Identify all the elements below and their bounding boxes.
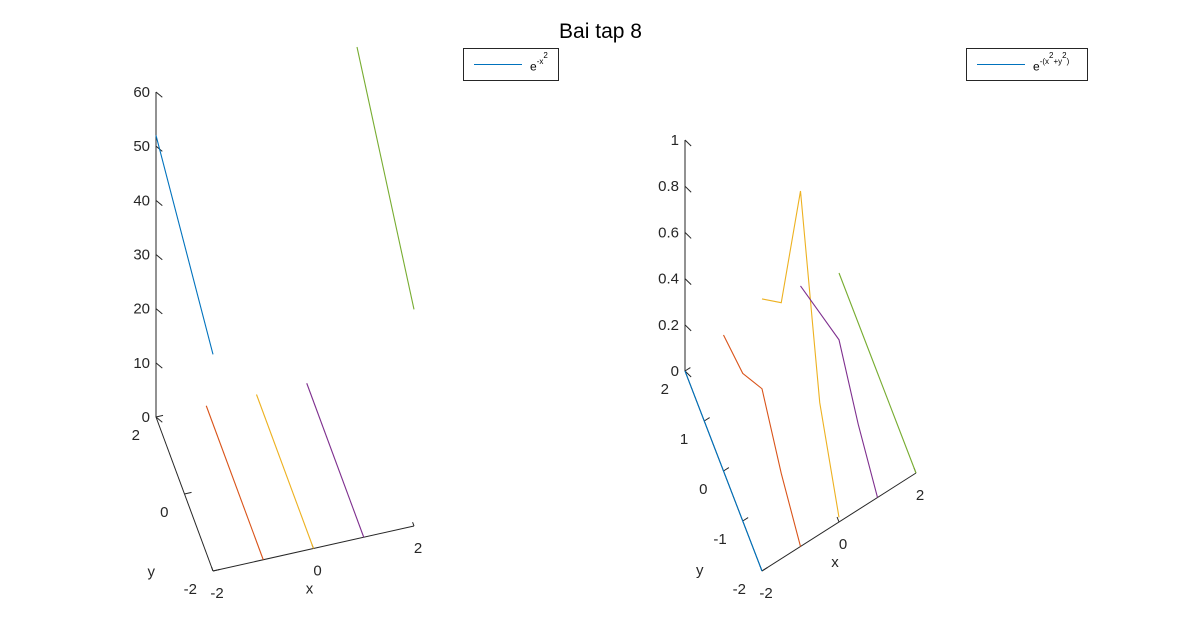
y-axis-label: y bbox=[148, 563, 156, 580]
y-tick-label: 0 bbox=[160, 504, 168, 521]
series-line-4 bbox=[838, 272, 917, 474]
z-tick-label: 0 bbox=[142, 409, 150, 426]
z-tick-label: 20 bbox=[133, 301, 150, 318]
y-tick bbox=[155, 414, 164, 418]
z-tick-label: 0.6 bbox=[658, 224, 679, 241]
series-line-3 bbox=[306, 383, 365, 538]
x-tick-label: 0 bbox=[313, 563, 321, 580]
series-line-0 bbox=[155, 135, 214, 355]
z-tick-label: 50 bbox=[133, 138, 150, 155]
series-line-2 bbox=[255, 394, 315, 549]
z-tick bbox=[684, 185, 692, 193]
z-tick bbox=[155, 254, 163, 261]
y-axis-label: y bbox=[696, 562, 704, 579]
y-tick bbox=[703, 417, 710, 422]
legend-label-right: e-(x2+y2) bbox=[1033, 51, 1070, 74]
x-tick-label: 2 bbox=[414, 540, 422, 557]
x-tick-label: -2 bbox=[759, 585, 772, 602]
series-line-1 bbox=[205, 405, 264, 560]
legend-swatch-right bbox=[977, 64, 1025, 65]
legend-right: e-(x2+y2) bbox=[966, 48, 1088, 81]
z-tick bbox=[155, 416, 163, 423]
z-tick bbox=[155, 362, 163, 369]
x-tick bbox=[211, 566, 214, 572]
z-tick-label: 30 bbox=[133, 247, 150, 264]
series-line-1 bbox=[723, 334, 802, 547]
y-tick-label: 2 bbox=[661, 381, 669, 398]
legend-swatch-left bbox=[474, 64, 522, 65]
series-line-3 bbox=[800, 285, 879, 498]
z-tick-label: 0 bbox=[671, 363, 679, 380]
y-tick-label: 1 bbox=[680, 431, 688, 448]
z-tick bbox=[684, 370, 692, 378]
y-tick bbox=[761, 567, 768, 572]
y-tick bbox=[742, 517, 749, 522]
z-tick bbox=[155, 199, 163, 206]
y-tick-label: 2 bbox=[132, 427, 140, 444]
y-tick-label: -2 bbox=[184, 581, 197, 598]
z-tick-label: 0.4 bbox=[658, 271, 679, 288]
z-tick bbox=[684, 324, 692, 332]
z-tick-label: 0.8 bbox=[658, 178, 679, 195]
series-line-4 bbox=[356, 46, 415, 310]
z-tick-label: 0.2 bbox=[658, 317, 679, 334]
x-axis-label: x bbox=[306, 581, 314, 598]
y-tick bbox=[684, 367, 691, 372]
x-tick bbox=[836, 516, 840, 523]
x-tick bbox=[412, 521, 415, 527]
x-tick-label: -2 bbox=[210, 585, 223, 602]
z-tick bbox=[155, 91, 163, 98]
series-line-0 bbox=[684, 370, 763, 572]
x-axis-label: x bbox=[831, 554, 839, 571]
z-tick-label: 10 bbox=[133, 355, 150, 372]
x-tick-label: 2 bbox=[916, 487, 924, 504]
z-tick-label: 60 bbox=[133, 84, 150, 101]
series-line-2 bbox=[761, 190, 840, 518]
legend-left: e-x2 bbox=[463, 48, 559, 81]
y-tick-label: 0 bbox=[699, 481, 707, 498]
figure-title: Bai tap 8 bbox=[559, 20, 642, 43]
z-tick bbox=[684, 278, 692, 285]
y-tick bbox=[212, 568, 221, 572]
y-tick bbox=[723, 467, 730, 472]
z-tick-label: 1 bbox=[671, 132, 679, 149]
z-tick bbox=[684, 139, 692, 147]
z-tick-label: 40 bbox=[133, 192, 150, 209]
z-tick bbox=[155, 308, 163, 315]
y-tick-label: -1 bbox=[713, 531, 726, 548]
z-tick bbox=[684, 232, 692, 239]
x-tick-label: 0 bbox=[839, 536, 847, 553]
legend-label-left: e-x2 bbox=[530, 51, 548, 74]
y-tick-label: -2 bbox=[733, 581, 746, 598]
y-tick bbox=[184, 491, 192, 495]
